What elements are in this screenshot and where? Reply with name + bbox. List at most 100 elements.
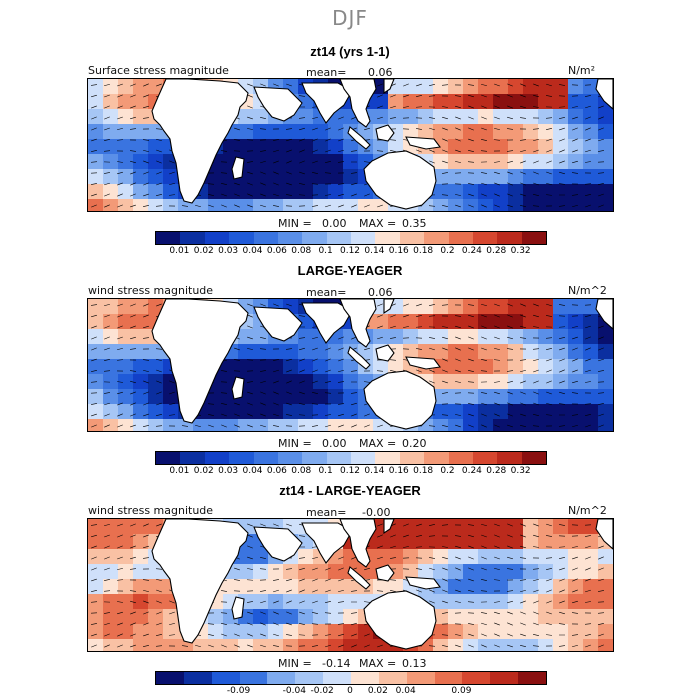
wind-vector bbox=[286, 182, 292, 186]
field-cell bbox=[358, 624, 374, 640]
wind-vector bbox=[299, 567, 305, 571]
field-cell bbox=[298, 389, 314, 405]
field-cell bbox=[88, 359, 104, 375]
wind-vector bbox=[104, 127, 110, 131]
field-cell bbox=[583, 549, 599, 565]
field-cell bbox=[568, 639, 584, 651]
wind-vector bbox=[156, 413, 162, 417]
wind-vector bbox=[338, 644, 344, 648]
field-cell bbox=[283, 184, 299, 200]
field-cell bbox=[463, 639, 479, 651]
field-cell bbox=[148, 184, 164, 200]
wind-vector bbox=[169, 171, 175, 175]
wind-vector bbox=[558, 205, 566, 207]
field-cell bbox=[463, 609, 479, 625]
wind-vector bbox=[259, 590, 267, 592]
wind-vector bbox=[546, 149, 552, 153]
wind-vector bbox=[234, 402, 240, 406]
landmass bbox=[151, 299, 249, 424]
field-cell bbox=[583, 299, 599, 315]
wind-vector bbox=[455, 589, 461, 593]
field-cell bbox=[268, 639, 284, 651]
wind-vector bbox=[234, 193, 240, 197]
colorbar-swatch bbox=[406, 672, 435, 684]
field-cell bbox=[568, 139, 584, 155]
panel-1-max-value: 0.35 bbox=[402, 217, 427, 230]
field-cell bbox=[358, 184, 374, 200]
wind-vector bbox=[454, 315, 462, 317]
wind-vector bbox=[207, 623, 215, 625]
wind-vector bbox=[519, 337, 527, 339]
field-cell bbox=[133, 639, 149, 651]
wind-vector bbox=[558, 645, 566, 647]
field-cell bbox=[403, 344, 419, 360]
wind-vector bbox=[533, 171, 539, 175]
wind-vector bbox=[155, 205, 163, 207]
wind-vector bbox=[221, 424, 227, 428]
colorbar-tick-label: 0.32 bbox=[510, 246, 531, 256]
field-cell bbox=[553, 594, 569, 610]
wind-vector bbox=[130, 182, 136, 186]
field-cell bbox=[103, 94, 119, 110]
field-cell bbox=[583, 624, 599, 640]
field-cell bbox=[553, 519, 569, 535]
wind-vector bbox=[390, 545, 396, 549]
field-cell bbox=[433, 109, 449, 125]
field-cell bbox=[208, 184, 224, 200]
field-cell bbox=[223, 624, 239, 640]
wind-vector bbox=[545, 194, 553, 196]
wind-vector bbox=[338, 149, 344, 153]
colorbar-tick-label: 0.2 bbox=[440, 466, 455, 476]
wind-vector bbox=[507, 160, 513, 164]
field-cell bbox=[118, 314, 134, 330]
colorbar-swatch bbox=[326, 452, 351, 464]
wind-vector bbox=[481, 105, 487, 109]
wind-vector bbox=[442, 567, 448, 571]
wind-vector bbox=[247, 523, 253, 527]
landmass bbox=[363, 150, 437, 210]
wind-vector bbox=[455, 336, 461, 340]
field-cell bbox=[523, 139, 539, 155]
wind-vector bbox=[234, 644, 240, 648]
wind-vector bbox=[156, 402, 162, 406]
wind-vector bbox=[272, 139, 280, 141]
field-cell bbox=[268, 139, 284, 155]
field-cell bbox=[103, 609, 119, 625]
wind-vector bbox=[507, 622, 513, 626]
colorbar-tick-label: 0.06 bbox=[266, 466, 287, 476]
wind-vector bbox=[129, 568, 137, 570]
wind-vector bbox=[325, 138, 331, 142]
wind-vector bbox=[468, 567, 474, 571]
field-cell bbox=[298, 94, 314, 110]
wind-vector bbox=[416, 149, 422, 153]
colorbar-tick-label: 0.08 bbox=[291, 246, 312, 256]
field-cell bbox=[148, 419, 164, 431]
field-cell bbox=[208, 404, 224, 420]
wind-vector bbox=[143, 402, 149, 406]
field-cell bbox=[313, 199, 329, 211]
field-cell bbox=[298, 329, 314, 345]
field-cell bbox=[298, 359, 314, 375]
field-cell bbox=[148, 169, 164, 185]
wind-vector bbox=[286, 138, 292, 142]
field-cell bbox=[553, 299, 569, 315]
wind-vector bbox=[571, 634, 579, 636]
wind-vector bbox=[559, 557, 565, 559]
wind-vector bbox=[506, 370, 514, 372]
wind-vector bbox=[494, 644, 500, 648]
wind-vector bbox=[351, 622, 357, 626]
field-cell bbox=[163, 389, 179, 405]
wind-vector bbox=[169, 600, 175, 604]
field-cell bbox=[268, 579, 284, 595]
field-cell bbox=[448, 389, 464, 405]
field-cell bbox=[433, 404, 449, 420]
field-cell bbox=[253, 564, 269, 580]
field-cell bbox=[148, 624, 164, 640]
colorbar-swatch bbox=[277, 232, 303, 244]
wind-vector bbox=[533, 182, 539, 186]
wind-vector bbox=[533, 402, 539, 406]
wind-vector bbox=[442, 138, 448, 142]
field-cell bbox=[598, 329, 613, 345]
wind-vector bbox=[546, 402, 552, 406]
field-cell bbox=[88, 519, 104, 535]
